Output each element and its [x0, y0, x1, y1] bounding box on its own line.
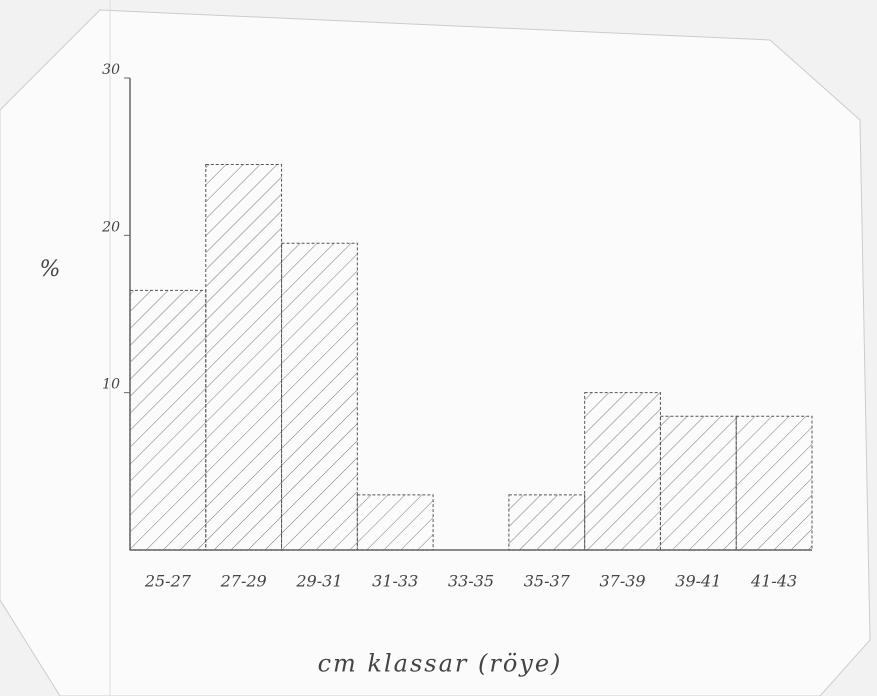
bar	[130, 290, 206, 550]
bar	[585, 393, 661, 550]
bar	[736, 416, 812, 550]
y-tick-label: 10	[102, 377, 120, 393]
y-tick-label: 20	[101, 219, 120, 235]
bar	[206, 165, 282, 550]
bar	[509, 495, 585, 550]
y-axis-label: %	[40, 257, 61, 282]
bar	[660, 416, 736, 550]
x-tick-label: 25-27	[144, 572, 192, 591]
page: % cm klassar (röye) 10 20 30 25-27 27-29 29-3…	[0, 0, 877, 696]
x-tick-label: 39-41	[675, 572, 721, 591]
bar	[282, 243, 358, 550]
x-tick-label: 41-43	[750, 572, 797, 591]
x-tick-label: 35-37	[524, 572, 571, 591]
chart: % cm klassar (röye) 10 20 30 25-27 27-29 29-3…	[0, 0, 877, 696]
x-axis-label: cm klassar (röye)	[318, 650, 563, 678]
x-tick-label: 37-39	[599, 572, 645, 591]
x-tick-label: 31-33	[372, 572, 418, 591]
x-tick-label: 27-29	[220, 572, 267, 591]
x-tick-label: 33-35	[448, 572, 494, 591]
x-tick-label: 29-31	[295, 572, 342, 591]
y-tick-label: 30	[102, 62, 120, 78]
bar	[357, 495, 433, 550]
